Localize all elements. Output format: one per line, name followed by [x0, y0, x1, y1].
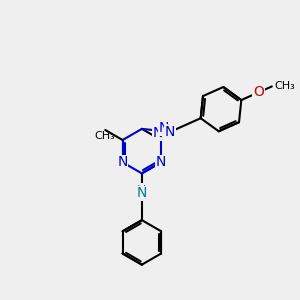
- Text: H: H: [137, 184, 147, 196]
- Text: N: N: [153, 126, 163, 140]
- Text: CH₃: CH₃: [95, 131, 116, 141]
- Text: N: N: [158, 121, 169, 135]
- Text: O: O: [253, 85, 264, 99]
- Text: N: N: [165, 125, 175, 139]
- Text: N: N: [117, 155, 128, 169]
- Text: N: N: [137, 186, 147, 200]
- Text: CH₃: CH₃: [275, 81, 296, 92]
- Text: N: N: [156, 155, 166, 169]
